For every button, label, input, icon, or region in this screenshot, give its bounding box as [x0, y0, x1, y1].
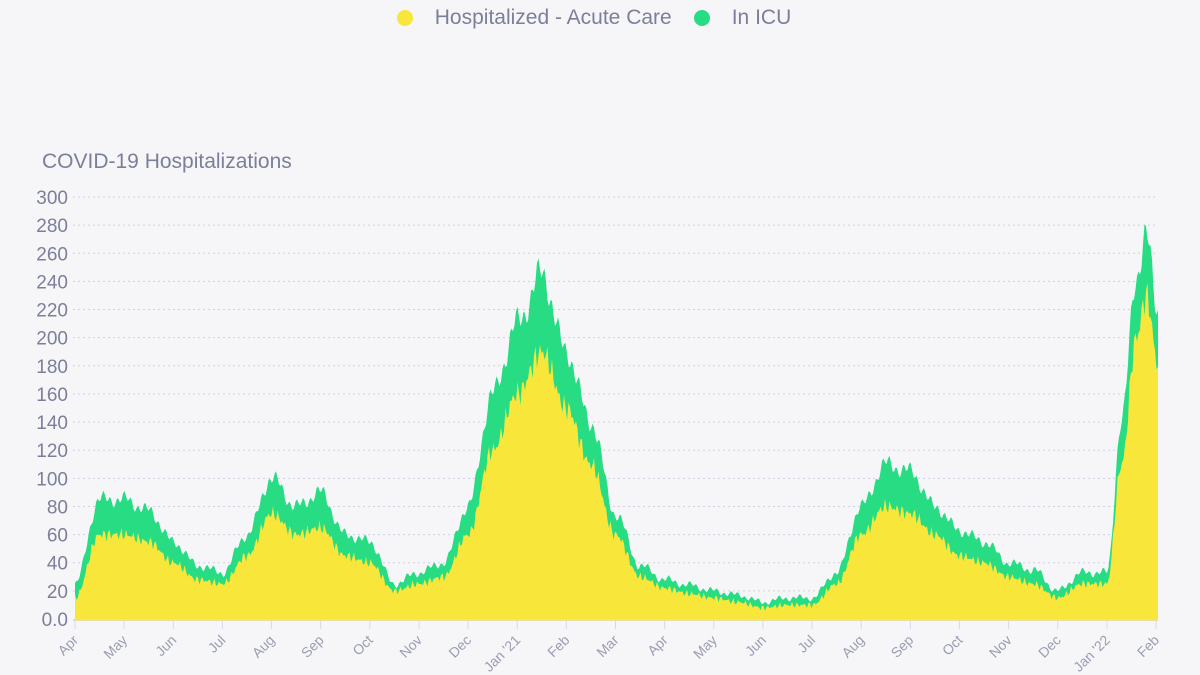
x-tick-label: Oct — [349, 632, 376, 659]
y-tick-label: 280 — [36, 216, 68, 237]
series-area-acute-care — [75, 282, 1158, 619]
chart-legend: Hospitalized - Acute Care In ICU — [0, 6, 1200, 30]
x-tick-label: Apr — [54, 632, 81, 659]
x-tick-label: Feb — [1134, 632, 1163, 661]
x-tick-label: Sep — [888, 632, 917, 661]
y-tick-label: 160 — [36, 385, 68, 406]
x-tick-label: Mar — [593, 632, 622, 661]
legend-swatch-acute-care — [396, 10, 413, 26]
legend-label-icu: In ICU — [731, 6, 792, 29]
y-tick-label: 80 — [47, 497, 68, 518]
x-tick-label: Nov — [396, 632, 425, 661]
y-tick-label: 200 — [36, 329, 68, 350]
y-tick-label: 0.0 — [42, 610, 68, 631]
y-tick-label: 140 — [36, 413, 68, 434]
y-tick-label: 240 — [36, 272, 68, 293]
x-tick-label: Jan '21 — [480, 632, 523, 675]
y-tick-label: 120 — [36, 441, 68, 462]
legend-item-icu[interactable]: In ICU — [693, 6, 792, 30]
legend-swatch-icu — [693, 10, 710, 26]
x-tick-label: Aug — [249, 632, 278, 661]
y-tick-label: 260 — [36, 244, 68, 265]
y-tick-label: 20 — [47, 582, 68, 603]
x-tick-label: May — [690, 632, 720, 662]
x-tick-label: Feb — [544, 632, 573, 661]
legend-label-acute-care: Hospitalized - Acute Care — [434, 6, 672, 29]
x-tick-label: Aug — [838, 632, 867, 661]
x-tick-label: Jun — [742, 632, 769, 659]
x-tick-label: Jul — [794, 632, 818, 656]
x-tick-label: Dec — [1035, 632, 1064, 661]
x-tick-label: Oct — [939, 632, 966, 659]
y-tick-label: 40 — [47, 554, 68, 575]
x-tick-label: Jul — [205, 632, 229, 656]
x-tick-label: May — [100, 632, 130, 662]
y-tick-label: 60 — [47, 526, 68, 547]
x-tick-label: Jan '22 — [1070, 632, 1113, 675]
x-tick-label: Sep — [298, 632, 327, 661]
x-tick-label: Dec — [445, 632, 474, 661]
y-tick-label: 220 — [36, 301, 68, 322]
y-tick-label: 300 — [36, 188, 68, 209]
y-tick-label: 100 — [36, 469, 68, 490]
x-tick-label: Nov — [986, 632, 1015, 661]
chart-title: COVID-19 Hospitalizations — [42, 150, 292, 173]
y-tick-label: 180 — [36, 357, 68, 378]
x-tick-label: Apr — [644, 632, 671, 659]
legend-item-acute-care[interactable]: Hospitalized - Acute Care — [396, 6, 672, 30]
x-tick-label: Jun — [152, 632, 179, 659]
